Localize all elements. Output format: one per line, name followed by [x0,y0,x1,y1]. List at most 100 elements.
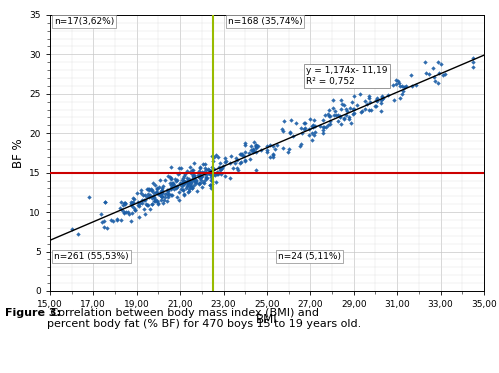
Point [389,82,397,88]
Point [144,191,152,197]
Point [146,206,154,212]
Point [319,117,327,123]
Point [210,158,218,164]
Point [234,166,242,172]
Point [206,182,214,188]
Point [140,192,148,198]
Point [164,188,172,194]
Point [338,101,346,107]
Point [184,189,192,195]
Point [271,146,279,152]
Point [250,148,258,154]
Point [185,186,193,192]
Point [100,225,108,231]
Point [332,112,340,118]
Point [245,150,253,156]
Point [201,177,209,183]
Point [252,142,260,148]
Point [268,151,276,157]
Point [226,175,234,181]
Point [214,154,222,160]
Point [101,199,109,205]
Point [179,181,187,187]
Point [396,83,404,89]
Point [202,167,210,173]
Point [158,189,166,195]
Point [421,59,429,65]
Point [184,182,192,188]
Point [206,182,214,188]
Point [103,225,111,231]
Point [334,112,342,118]
Point [329,97,337,103]
Point [158,189,166,195]
Point [138,200,146,206]
Point [113,217,121,223]
Point [164,194,172,200]
Point [373,95,381,101]
Point [109,218,117,224]
Text: n=168 (35,74%): n=168 (35,74%) [228,17,302,26]
Point [349,106,357,112]
Point [334,118,342,124]
Point [129,200,137,206]
Point [167,185,175,191]
Point [350,110,358,116]
Point [158,187,166,193]
Point [186,184,194,189]
Point [143,202,151,208]
Point [170,182,178,188]
Point [277,126,285,132]
Point [280,118,288,124]
Point [203,175,211,181]
Point [127,218,135,224]
Text: n=261 (55,53%): n=261 (55,53%) [54,252,129,261]
Point [218,171,226,177]
Point [202,174,210,180]
Point [212,179,220,185]
Point [190,173,198,179]
Point [321,112,329,118]
Point [297,141,305,147]
Point [310,117,318,123]
Point [183,178,191,184]
Point [184,180,192,186]
Point [308,63,316,69]
Point [183,184,191,189]
Point [348,99,356,105]
Point [184,180,192,186]
Point [207,185,215,191]
Point [238,151,246,157]
Point [196,175,204,181]
Point [340,116,348,122]
Point [266,142,274,148]
Point [272,142,280,148]
Point [176,181,184,187]
Point [336,113,344,119]
Point [216,164,224,170]
Point [135,214,143,220]
Point [178,177,186,183]
Point [155,184,163,190]
Point [213,169,221,175]
Text: n=17(3,62%): n=17(3,62%) [54,17,114,26]
Point [130,196,138,202]
Point [179,187,187,193]
Point [120,209,128,214]
Point [372,97,380,103]
Point [181,181,189,187]
Point [398,82,406,88]
Point [249,146,257,152]
Point [137,191,145,197]
Point [188,167,196,173]
Point [196,172,204,178]
Point [306,116,314,122]
Point [120,210,128,216]
Point [117,198,125,204]
Point [181,179,189,185]
Point [173,177,181,183]
Point [309,124,317,130]
Point [68,226,76,232]
Point [199,162,207,167]
Point [195,175,203,181]
